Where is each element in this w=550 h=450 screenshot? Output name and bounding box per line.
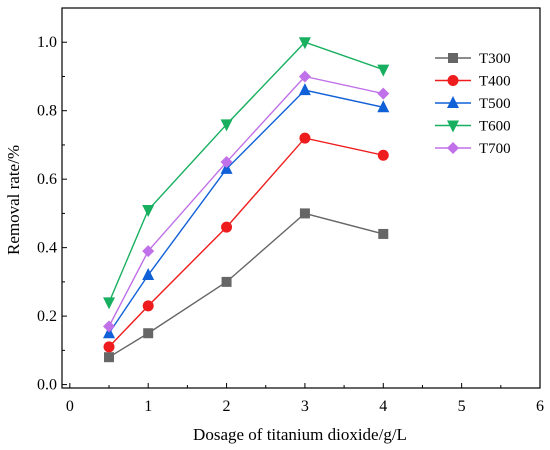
legend-label-t700: T700 — [479, 141, 511, 157]
y-tick-label: 0.2 — [37, 308, 57, 325]
y-tick-label: 0.6 — [37, 171, 57, 188]
data-point-t600 — [377, 64, 390, 77]
y-axis-title: Removal rate/% — [4, 145, 23, 255]
data-point-t400 — [142, 300, 154, 312]
data-point-t400 — [377, 149, 389, 161]
data-point-t700 — [298, 70, 311, 83]
legend-marker-t400 — [447, 75, 459, 86]
data-point-t600 — [142, 204, 155, 217]
data-point-t300 — [378, 228, 389, 239]
data-point-t500 — [142, 268, 155, 281]
legend-marker-t300 — [448, 53, 458, 63]
y-tick-label: 0.4 — [37, 240, 57, 257]
data-point-t700 — [220, 156, 233, 169]
y-tick-label: 0.0 — [37, 377, 57, 394]
data-point-t300 — [104, 352, 115, 363]
data-point-t600 — [220, 119, 233, 132]
data-point-t300 — [299, 208, 310, 219]
x-tick-label: 0 — [66, 398, 74, 415]
series-line-t700 — [108, 75, 384, 327]
series-line-t600 — [108, 41, 384, 303]
data-point-t400 — [103, 341, 115, 353]
legend-label-t300: T300 — [479, 51, 511, 67]
data-point-t600 — [103, 297, 116, 310]
plot-frame — [61, 7, 541, 389]
y-tick-label: 0.8 — [37, 103, 57, 120]
data-point-t300 — [143, 328, 154, 339]
legend-label-t400: T400 — [479, 74, 511, 90]
x-tick-label: 3 — [301, 398, 309, 415]
data-point-t700 — [103, 320, 116, 333]
data-point-t400 — [299, 132, 311, 144]
data-point-t700 — [142, 245, 155, 258]
x-axis-title: Dosage of titanium dioxide/g/L — [193, 425, 407, 444]
series-markers — [103, 37, 390, 363]
data-point-t500 — [377, 100, 390, 113]
data-point-t700 — [377, 87, 390, 100]
y-tick-label: 1.0 — [37, 34, 57, 51]
legend-marker-t500 — [447, 96, 459, 108]
data-point-t500 — [298, 83, 311, 96]
x-tick-label: 5 — [458, 398, 466, 415]
legend-label-t600: T600 — [479, 119, 511, 135]
legend: T300 T400 T500 T600 T700 — [435, 51, 511, 157]
legend-marker-t700 — [447, 142, 459, 154]
x-tick-label: 1 — [144, 398, 152, 415]
series-line-t400 — [108, 137, 384, 348]
x-tick-label: 6 — [536, 398, 544, 415]
x-tick-label: 4 — [379, 398, 387, 415]
axes: 0 1 2 3 4 5 6 0.0 0.2 0.4 0.6 0.8 1.0 — [37, 7, 544, 415]
data-point-t600 — [298, 37, 311, 50]
legend-marker-t600 — [447, 120, 459, 133]
data-point-t300 — [221, 276, 232, 287]
x-tick-label: 2 — [223, 398, 231, 415]
legend-label-t500: T500 — [479, 96, 511, 112]
data-point-t400 — [221, 221, 233, 233]
